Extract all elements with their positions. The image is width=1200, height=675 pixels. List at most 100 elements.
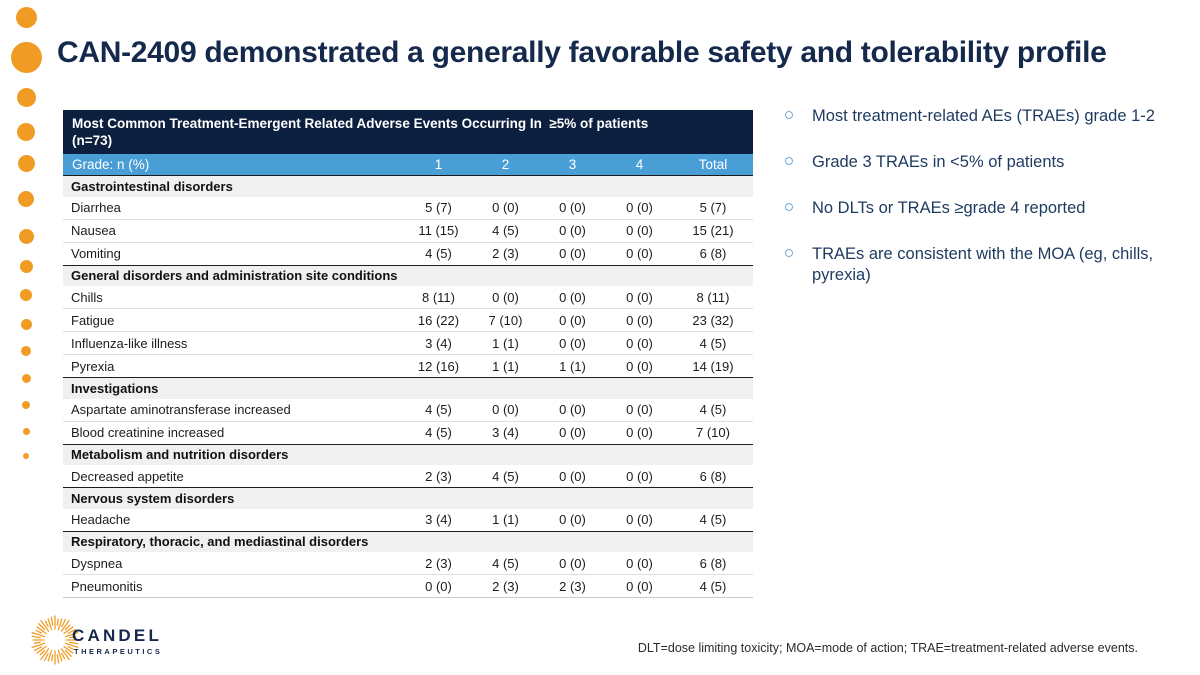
value-cell: 11 (15) — [418, 223, 459, 238]
value-cell: 0 (0) — [492, 200, 519, 215]
key-points-list: Most treatment-related AEs (TRAEs) grade… — [782, 106, 1182, 311]
decorative-dot — [18, 191, 34, 207]
value-cell: 4 (5) — [492, 555, 519, 571]
bullet-circle-icon — [785, 249, 793, 257]
grade-column-header: 2 — [501, 157, 510, 172]
value-cell: 0 (0) — [626, 425, 653, 440]
table-row: Headache 3 (4) 1 (1) 0 (0) 0 (0) 4 (5) — [63, 508, 753, 531]
value-cell: 1 (1) — [492, 358, 519, 374]
value-cell: 0 (0) — [626, 335, 653, 351]
value-cell: 8 (11) — [696, 289, 730, 305]
adverse-event-label: Pyrexia — [71, 358, 115, 374]
category-label: Investigations — [71, 380, 159, 396]
value-cell: 3 (4) — [425, 512, 452, 527]
value-cell: 8 (11) — [422, 289, 455, 305]
adverse-event-label: Chills — [71, 289, 103, 305]
adverse-event-label: Dyspnea — [71, 555, 123, 571]
value-cell: 1 (1) — [559, 358, 586, 374]
decorative-dot — [10, 41, 42, 73]
adverse-event-label: Aspartate aminotransferase increased — [71, 402, 291, 417]
table-row: Influenza-like illness 3 (4) 1 (1) 0 (0) 0 (… — [63, 331, 753, 354]
adverse-event-label: Pneumonitis — [71, 578, 143, 594]
value-cell: 0 (0) — [626, 358, 653, 374]
value-cell: 0 (0) — [626, 512, 653, 527]
value-cell: 15 (21) — [692, 223, 734, 238]
category-label: Nervous system disorders — [71, 490, 235, 506]
key-point-text: Most treatment-related AEs (TRAEs) grade… — [812, 107, 1155, 125]
value-cell: 4 (5) — [492, 468, 519, 484]
value-cell: 0 (0) — [626, 223, 653, 238]
value-cell: 12 (16) — [417, 358, 460, 374]
value-cell: 0 (0) — [626, 468, 653, 484]
decorative-dot — [23, 453, 29, 459]
category-row: Metabolism and nutrition disorders — [63, 443, 753, 465]
value-cell: 6 (8) — [699, 555, 727, 571]
logo-starburst-icon — [31, 615, 79, 665]
value-cell: 14 (19) — [692, 358, 734, 374]
value-cell: 0 (0) — [626, 246, 653, 261]
table-row: Dyspnea 2 (3) 4 (5) 0 (0) 0 (0) 6 (8) — [63, 552, 753, 574]
candel-logo: CANDEL THERAPEUTICS — [26, 610, 176, 672]
value-cell: 4 (5) — [699, 512, 727, 527]
value-cell: 0 (0) — [559, 555, 586, 571]
value-cell: 1 (1) — [492, 512, 519, 527]
adverse-event-label: Vomiting — [71, 246, 121, 261]
value-cell: 4 (5) — [425, 246, 452, 261]
value-cell: 4 (5) — [699, 402, 727, 417]
value-cell: 23 (32) — [692, 312, 734, 328]
value-cell: 0 (0) — [559, 425, 586, 440]
decorative-dot — [17, 123, 35, 141]
value-cell: 3 (4) — [492, 425, 519, 440]
logo-text: CANDEL THERAPEUTICS — [72, 627, 163, 657]
category-row: Respiratory, thoracic, and mediastinal d… — [63, 530, 753, 552]
value-cell: 4 (5) — [699, 335, 727, 351]
adverse-events-table: Most Common Treatment-Emergent Related A… — [63, 110, 753, 598]
grade-column-header: 1 — [434, 157, 443, 172]
adverse-event-label: Influenza-like illness — [71, 335, 188, 351]
value-cell: 2 (3) — [425, 555, 452, 571]
value-cell: 6 (8) — [699, 246, 727, 261]
category-label: Metabolism and nutrition disorders — [71, 447, 289, 463]
grade-column-header: 3 — [568, 157, 577, 172]
adverse-event-label: Headache — [71, 512, 131, 527]
key-point-text: No DLTs or TRAEs ≥grade 4 reported — [812, 199, 1086, 217]
decorative-dot — [22, 401, 30, 409]
key-point-item: No DLTs or TRAEs ≥grade 4 reported — [782, 198, 1182, 219]
decorative-dot — [15, 6, 37, 28]
decorative-dot — [21, 346, 31, 356]
key-point-item: Most treatment-related AEs (TRAEs) grade… — [782, 106, 1182, 127]
adverse-event-label: Nausea — [71, 223, 116, 238]
value-cell: 0 (0) — [559, 200, 586, 215]
value-cell: 7 (10) — [488, 312, 523, 328]
value-cell: 3 (4) — [425, 335, 452, 351]
page-title: CAN-2409 demonstrated a generally favora… — [57, 36, 1107, 69]
table-row: Decreased appetite 2 (3) 4 (5) 0 (0) 0 (0) 6 … — [63, 465, 753, 487]
grade-column-header: 4 — [635, 157, 644, 172]
decorative-dot — [22, 427, 30, 435]
value-cell: 0 (0) — [626, 289, 653, 305]
table-row: Vomiting 4 (5) 2 (3) 0 (0) 0 (0) 6 (8) — [63, 241, 753, 265]
value-cell: 0 (0) — [559, 223, 586, 238]
value-cell: 0 (0) — [559, 312, 586, 328]
table-row: Aspartate aminotransferase increased 4 (5… — [63, 398, 753, 421]
table-title: Most Common Treatment-Emergent Related A… — [63, 110, 753, 154]
value-cell: 2 (3) — [492, 246, 519, 261]
value-cell: 0 (0) — [626, 200, 653, 215]
value-cell: 0 (0) — [626, 555, 653, 571]
category-row: General disorders and administration sit… — [63, 264, 753, 286]
adverse-event-label: Blood creatinine increased — [71, 425, 225, 440]
value-cell: 5 (7) — [425, 200, 452, 215]
value-cell: 1 (1) — [492, 335, 519, 351]
logo-subtitle: THERAPEUTICS — [74, 647, 163, 656]
decorative-dot — [20, 318, 32, 330]
value-cell: 0 (0) — [626, 578, 653, 594]
value-cell: 0 (0) — [559, 289, 586, 305]
value-cell: 0 (0) — [425, 578, 452, 594]
decorative-dot — [20, 289, 32, 301]
decorative-dot — [19, 259, 33, 273]
category-label: Gastrointestinal disorders — [71, 178, 233, 194]
decorative-dot — [18, 228, 34, 244]
table-row: Fatigue 16 (22) 7 (10) 0 (0) 0 (0) 23 (32) — [63, 308, 753, 331]
table-row: Diarrhea 5 (7) 0 (0) 0 (0) 0 (0) 5 (7) — [63, 196, 753, 219]
